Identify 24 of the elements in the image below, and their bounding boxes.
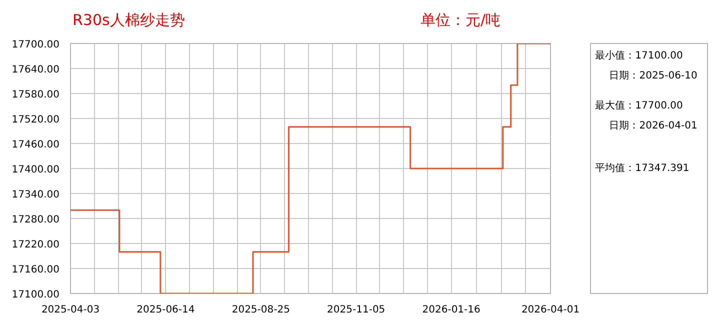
- text: 日期：2026-04-01: [609, 120, 698, 132]
- y-tick-label: 17100.00: [12, 290, 60, 300]
- y-tick-label: 17220.00: [12, 240, 60, 250]
- x-tick-label: 2025-11-05: [327, 304, 386, 316]
- chart-title: R30s人棉纱走势: [72, 10, 185, 29]
- y-tick-label: 17160.00: [12, 264, 60, 276]
- y-tick-label: 17520.00: [12, 114, 60, 126]
- y-tick-label: 17340.00: [12, 190, 60, 200]
- x-tick-label: 2026-04-01: [521, 304, 580, 316]
- x-tick-label: 2025-04-03: [41, 304, 100, 316]
- text: 最大值：17700.00: [595, 100, 683, 112]
- x-tick-label: 2026-01-16: [422, 304, 480, 316]
- x-tick-label: 2025-06-14: [136, 304, 195, 316]
- y-tick-label: 17580.00: [12, 90, 60, 100]
- y-tick-label: 17280.00: [12, 214, 60, 226]
- x-tick-label: 2025-08-25: [232, 304, 290, 316]
- chart-subtitle: 单位：元/吨: [420, 10, 501, 29]
- text: 平均值：17347.391: [595, 162, 690, 174]
- y-tick-label: 17640.00: [12, 64, 60, 76]
- y-tick-label: 17400.00: [12, 164, 60, 176]
- text: 最小值：17100.00: [595, 50, 683, 62]
- y-tick-label: 17700.00: [12, 40, 60, 50]
- y-tick-label: 17460.00: [12, 140, 60, 150]
- text: 日期：2025-06-10: [609, 70, 698, 82]
